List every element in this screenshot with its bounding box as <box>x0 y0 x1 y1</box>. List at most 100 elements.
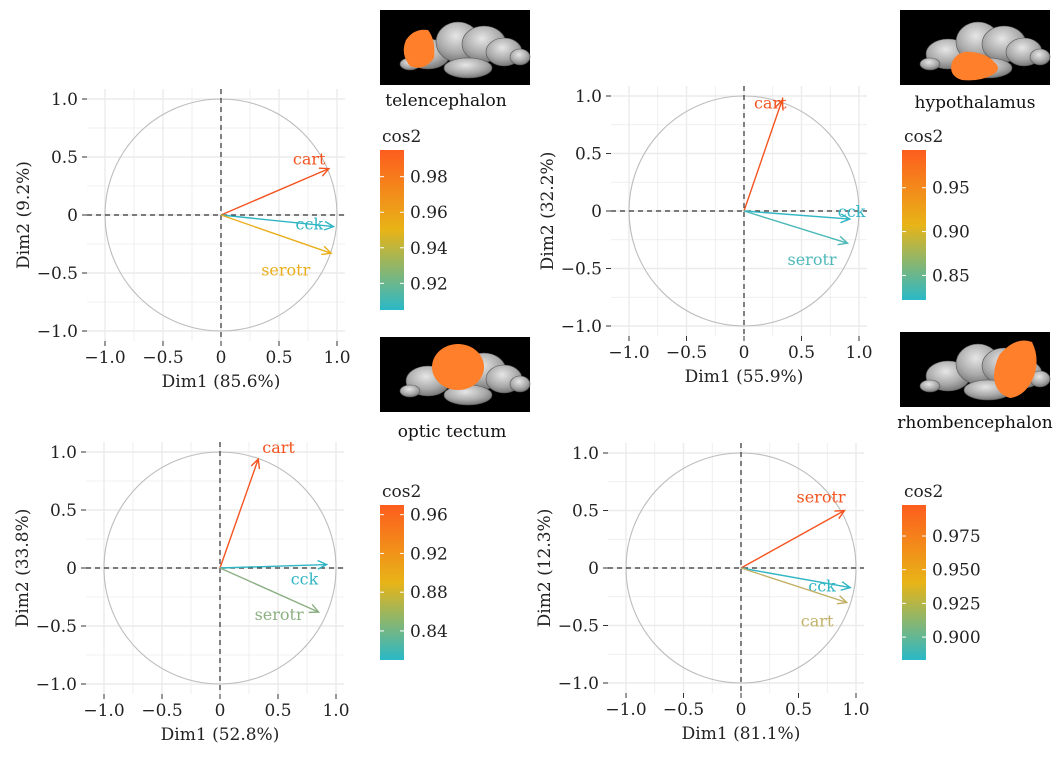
x-tick-label: 0 <box>736 700 747 720</box>
vector-line-cart <box>219 458 259 569</box>
x-tick-label: −0.5 <box>141 701 182 721</box>
vector-line-cck <box>220 214 334 228</box>
vector-serotr: serotr <box>740 488 846 569</box>
y-axis-label: Dim2 (9.2%) <box>14 161 34 269</box>
vector-arrowhead-serotr <box>834 509 846 520</box>
x-tick-label: 1.0 <box>845 343 872 363</box>
vector-line-serotr <box>219 567 319 613</box>
x-axis-label: Dim1 (81.1%) <box>682 724 801 744</box>
vector-line-cck <box>743 210 850 220</box>
x-tick-label: −1.0 <box>608 343 649 363</box>
vector-arrowhead-cart <box>250 457 261 469</box>
y-tick-label: −1.0 <box>37 322 78 342</box>
colorbar <box>902 505 926 660</box>
vector-label-cart: cart <box>754 94 787 113</box>
vector-label-cck: cck <box>296 215 324 234</box>
x-tick-label: 0.5 <box>785 700 812 720</box>
vector-cck: cck <box>740 567 852 596</box>
region-label-telencephalon: telencephalon <box>385 91 507 111</box>
vector-cart: cart <box>743 94 787 212</box>
y-tick-label: 0 <box>588 559 599 579</box>
vector-line-cck <box>219 563 327 569</box>
vector-arrowhead-cart <box>774 99 784 111</box>
x-tick-label: −1.0 <box>605 700 646 720</box>
y-axis-label: Dim2 (33.8%) <box>13 509 33 628</box>
y-tick-label: −0.5 <box>561 260 602 280</box>
colorbar-label: 0.84 <box>410 622 448 642</box>
vector-cart: cart <box>220 150 331 216</box>
panel-optic-tectum: −1.0 −0.5 0 0.5 1.0 −1.0 −0.5 0 0.5 1.0 Dim1 (52.8… <box>13 438 448 745</box>
y-tick-label: −1.0 <box>36 675 77 695</box>
vector-cart: cart <box>740 567 849 631</box>
vector-serotr: serotr <box>743 210 850 269</box>
y-tick-label: 0.5 <box>50 501 77 521</box>
vector-arrowhead-cart <box>836 595 849 605</box>
colorbar-label: 0.96 <box>410 506 448 526</box>
vector-arrowhead-cart <box>318 167 331 177</box>
y-tick-label: 0 <box>591 202 602 222</box>
legend-title: cos2 <box>904 482 943 502</box>
x-tick-label: −0.5 <box>666 343 707 363</box>
vector-label-cck: cck <box>838 202 866 221</box>
y-tick-label: 0.5 <box>575 145 602 165</box>
vector-label-serotr: serotr <box>797 488 846 507</box>
y-tick-label: −0.5 <box>37 264 78 284</box>
x-tick-label: −0.5 <box>663 700 704 720</box>
vector-label-cart: cart <box>293 150 326 169</box>
region-label-hypothalamus: hypothalamus <box>915 93 1036 113</box>
colorbar-label: 0.950 <box>932 561 981 581</box>
zebrafish-brain-telencephalon-icon <box>380 10 531 85</box>
vector-label-cck: cck <box>291 570 319 589</box>
region-label-rhombencephalon: rhombencephalon <box>897 413 1053 433</box>
panel-hypothalamus: −1.0 −0.5 0 0.5 1.0 −1.0 −0.5 0 0.5 1.0 Dim1 (55.9… <box>538 86 970 387</box>
vector-label-cart: cart <box>262 438 295 457</box>
vector-label-cart: cart <box>801 612 834 631</box>
vector-arrowhead-serotr <box>837 235 850 246</box>
x-tick-label: 0 <box>739 343 750 363</box>
vector-arrowhead-serotr <box>308 603 321 614</box>
x-tick-label: −0.5 <box>142 348 183 368</box>
colorbar <box>902 150 926 300</box>
legend-title: cos2 <box>382 127 421 147</box>
y-tick-label: −1.0 <box>558 674 599 694</box>
vector-label-cck: cck <box>808 577 836 596</box>
vector-arrowhead-cck <box>840 213 852 224</box>
vector-line-cart <box>740 567 848 604</box>
x-tick-label: 0 <box>216 348 227 368</box>
vector-serotr: serotr <box>220 214 333 279</box>
colorbar-label: 0.95 <box>932 179 970 199</box>
y-tick-label: 1.0 <box>51 90 78 110</box>
cos2-legend: cos2 0.98 0.96 0.94 0.92 <box>380 127 448 310</box>
x-tick-label: 0.5 <box>788 343 815 363</box>
y-tick-label: 0 <box>67 206 78 226</box>
x-tick-label: −1.0 <box>84 348 125 368</box>
zebrafish-brain-rhombencephalon-icon <box>900 332 1051 407</box>
y-tick-label: −0.5 <box>558 617 599 637</box>
zebrafish-brain-hypothalamus-icon <box>900 10 1051 85</box>
colorbar-label: 0.925 <box>932 594 981 614</box>
x-axis-label: Dim1 (52.8%) <box>161 725 280 745</box>
vector-line-serotr <box>743 210 848 244</box>
x-tick-label: 1.0 <box>323 348 350 368</box>
vector-cck: cck <box>219 559 329 589</box>
vector-line-cck <box>740 567 851 589</box>
legend-title: cos2 <box>904 127 943 147</box>
vector-line-cart <box>220 167 330 216</box>
vector-line-cart <box>743 100 783 212</box>
x-axis-label: Dim1 (55.9%) <box>685 367 804 387</box>
colorbar-label: 0.85 <box>932 266 970 286</box>
x-tick-label: 0 <box>215 701 226 721</box>
colorbar-label: 0.900 <box>932 628 981 648</box>
colorbar-label: 0.96 <box>410 203 448 223</box>
colorbar-label: 0.98 <box>410 168 448 188</box>
x-tick-label: 0.5 <box>264 701 291 721</box>
colorbar-label: 0.92 <box>410 274 448 294</box>
vector-serotr: serotr <box>219 567 321 624</box>
colorbar-label: 0.90 <box>932 223 970 243</box>
vector-label-serotr: serotr <box>788 250 837 269</box>
cos2-legend: cos2 0.95 0.90 0.85 <box>902 127 970 300</box>
panel-telencephalon: −1.0 −0.5 0 0.5 1.0 −1.0 −0.5 0 0.5 1.0 Dim1 (85.6… <box>14 89 448 392</box>
vector-label-serotr: serotr <box>255 605 304 624</box>
colorbar <box>380 150 404 310</box>
